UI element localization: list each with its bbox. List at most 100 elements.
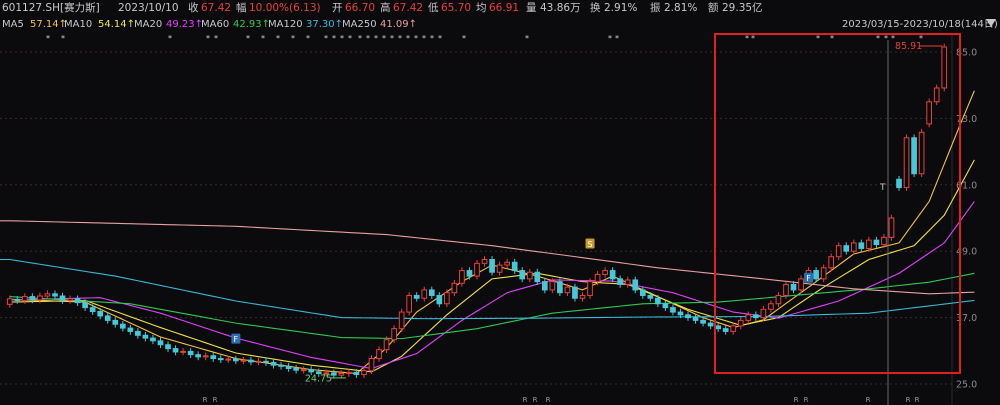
ma120-label: MA120 bbox=[268, 19, 303, 30]
candle-body bbox=[263, 360, 269, 363]
signal-star: * bbox=[306, 34, 310, 43]
signal-star: * bbox=[751, 34, 755, 43]
candle-body bbox=[519, 270, 526, 280]
candle-body bbox=[881, 236, 887, 246]
candle-body bbox=[338, 372, 345, 376]
change-value: 10.00%(6.13) bbox=[249, 2, 321, 14]
signal-star: * bbox=[390, 34, 394, 43]
candle-body bbox=[828, 256, 835, 269]
date-range: 2023/03/15-2023/10/18(144日) bbox=[842, 19, 998, 30]
signal-star: * bbox=[366, 34, 370, 43]
f-marker-2-bg bbox=[804, 272, 814, 283]
candle-body bbox=[579, 294, 586, 299]
signal-star: * bbox=[340, 34, 344, 43]
candle-body bbox=[647, 294, 654, 299]
candle-body bbox=[104, 315, 111, 321]
candle-body bbox=[278, 364, 284, 367]
signal-star: * bbox=[358, 34, 362, 43]
candle-body bbox=[413, 294, 420, 299]
candle-body bbox=[14, 298, 21, 301]
candle-body bbox=[330, 372, 337, 376]
candle-body bbox=[790, 283, 797, 291]
signal-star: * bbox=[525, 34, 529, 43]
high-label: 高 bbox=[380, 2, 391, 14]
signal-star: * bbox=[291, 34, 295, 43]
candle-body bbox=[270, 361, 277, 366]
candle-body bbox=[180, 350, 186, 353]
s-marker-bg bbox=[585, 238, 595, 249]
candle-body bbox=[346, 371, 352, 374]
candle-body bbox=[783, 283, 789, 296]
ma-legend-bar: MA5 57.14↑ MA10 54.14↑ MA20 49.23↑ MA60 … bbox=[0, 17, 1000, 33]
candle-body bbox=[858, 242, 865, 249]
y-tick-label: 37.0 bbox=[956, 313, 977, 324]
signal-star: * bbox=[884, 34, 888, 43]
signal-mark: R bbox=[866, 396, 871, 404]
f-marker-1-bg bbox=[231, 333, 241, 344]
range-dropdown-arrow[interactable] bbox=[986, 19, 996, 27]
candle-body bbox=[300, 369, 307, 372]
candle-body bbox=[745, 314, 752, 321]
candle-body bbox=[564, 286, 571, 294]
signal-star: * bbox=[816, 34, 820, 43]
candle-body bbox=[873, 239, 880, 246]
candle-body bbox=[752, 314, 759, 319]
candle-body bbox=[481, 259, 488, 264]
candle-body bbox=[52, 293, 58, 297]
candle-body bbox=[662, 303, 669, 309]
signal-mark: R bbox=[203, 396, 208, 404]
candle-body bbox=[398, 311, 405, 330]
signal-star: * bbox=[382, 34, 386, 43]
candle-body bbox=[670, 307, 676, 313]
signal-star: * bbox=[414, 34, 418, 43]
candle-body bbox=[6, 298, 13, 305]
ma60-value: 42.93↑ bbox=[233, 19, 271, 30]
low-value: 65.70 bbox=[441, 2, 472, 14]
signal-mark: R bbox=[533, 396, 538, 404]
signal-star: * bbox=[374, 34, 378, 43]
signal-star: * bbox=[261, 34, 265, 43]
candle-body bbox=[655, 297, 661, 305]
candle-body bbox=[150, 337, 156, 342]
candle-body bbox=[496, 264, 503, 273]
candle-body bbox=[165, 344, 171, 350]
candle-body bbox=[888, 217, 895, 238]
candle-body bbox=[474, 262, 480, 277]
stock-code: 601127.SH[赛力斯] bbox=[2, 2, 100, 14]
candle-body bbox=[760, 308, 767, 319]
candle-body bbox=[436, 294, 443, 305]
candle-body bbox=[82, 302, 88, 309]
y-tick-label: 49.0 bbox=[956, 247, 977, 258]
candle-body bbox=[135, 330, 141, 336]
signal-star: * bbox=[406, 34, 410, 43]
candle-body bbox=[459, 270, 465, 284]
signal-star: * bbox=[830, 34, 834, 43]
ma20-line bbox=[9, 201, 975, 370]
candle-body bbox=[926, 101, 932, 125]
signal-star: * bbox=[876, 34, 880, 43]
signal-star: * bbox=[398, 34, 402, 43]
candle-body bbox=[602, 270, 608, 275]
amplitude-value: 2.81% bbox=[664, 2, 698, 14]
candle-body bbox=[225, 358, 232, 361]
candle-body bbox=[195, 354, 202, 358]
candle-body bbox=[59, 295, 66, 301]
signal-mark: R bbox=[804, 396, 809, 404]
candle-body bbox=[368, 358, 375, 372]
signal-star: * bbox=[919, 34, 923, 43]
change-label: 幅 bbox=[236, 2, 247, 14]
candle-body bbox=[820, 267, 827, 280]
candle-body bbox=[609, 270, 616, 280]
candle-body bbox=[248, 359, 254, 363]
ma250-value: 41.09↑ bbox=[380, 19, 418, 30]
signal-mark: R bbox=[546, 396, 551, 404]
candle-body bbox=[843, 245, 850, 252]
candle-body bbox=[308, 369, 315, 373]
candle-body bbox=[361, 370, 367, 376]
candle-body bbox=[466, 270, 473, 277]
f-marker-2: F bbox=[806, 274, 811, 283]
avg-value: 66.91 bbox=[489, 2, 520, 14]
candle-body bbox=[157, 340, 164, 346]
candle-body bbox=[692, 317, 699, 321]
